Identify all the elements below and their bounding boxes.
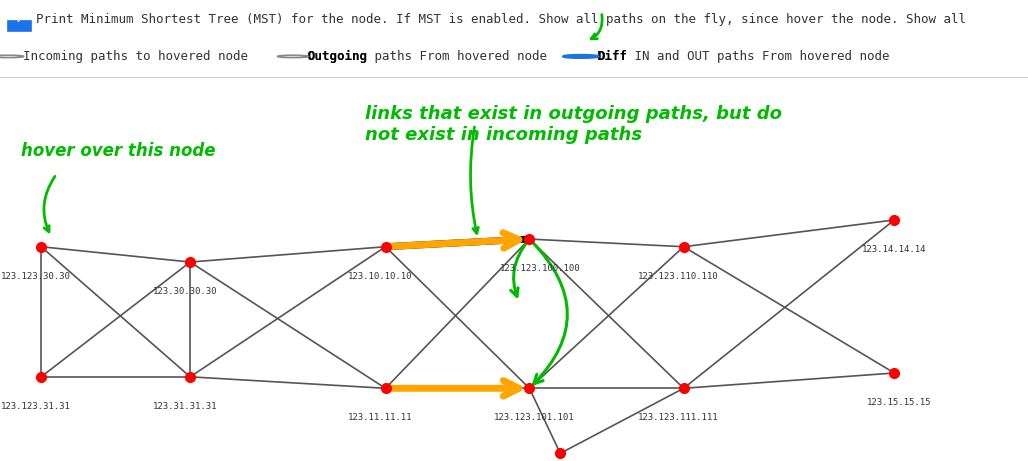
Text: 123.10.10.10: 123.10.10.10 (348, 272, 412, 281)
Text: 123.30.30.30: 123.30.30.30 (153, 287, 217, 296)
Text: 123.123.111.111: 123.123.111.111 (638, 413, 719, 422)
Text: Outgoing: Outgoing (307, 50, 367, 63)
Text: 123.11.11.11: 123.11.11.11 (348, 413, 412, 422)
Circle shape (572, 56, 590, 57)
Text: 123.123.110.110: 123.123.110.110 (638, 272, 719, 281)
Text: Print Minimum Shortest Tree (MST) for the node. If MST is enabled. Show all path: Print Minimum Shortest Tree (MST) for th… (36, 13, 966, 26)
Text: 123.123.101.101: 123.123.101.101 (494, 413, 575, 422)
Text: hover over this node: hover over this node (21, 142, 215, 160)
Text: 123.123.30.30: 123.123.30.30 (1, 272, 71, 281)
Text: Diff IN and OUT paths From hovered node: Diff IN and OUT paths From hovered node (597, 50, 890, 63)
Text: 123.123.31.31: 123.123.31.31 (1, 402, 71, 411)
Text: Diff: Diff (597, 50, 627, 63)
Text: Incoming paths to hovered node: Incoming paths to hovered node (23, 50, 248, 63)
Text: ✓: ✓ (15, 15, 24, 24)
Text: Outgoing paths From hovered node: Outgoing paths From hovered node (307, 50, 547, 63)
Text: 123.123.100.100: 123.123.100.100 (500, 264, 580, 273)
Text: 123.15.15.15: 123.15.15.15 (868, 398, 931, 407)
Text: links that exist in outgoing paths, but do
not exist in incoming paths: links that exist in outgoing paths, but … (365, 105, 782, 144)
Text: 123.31.31.31: 123.31.31.31 (153, 402, 217, 411)
Text: 123.14.14.14: 123.14.14.14 (862, 245, 926, 254)
FancyBboxPatch shape (8, 21, 31, 31)
